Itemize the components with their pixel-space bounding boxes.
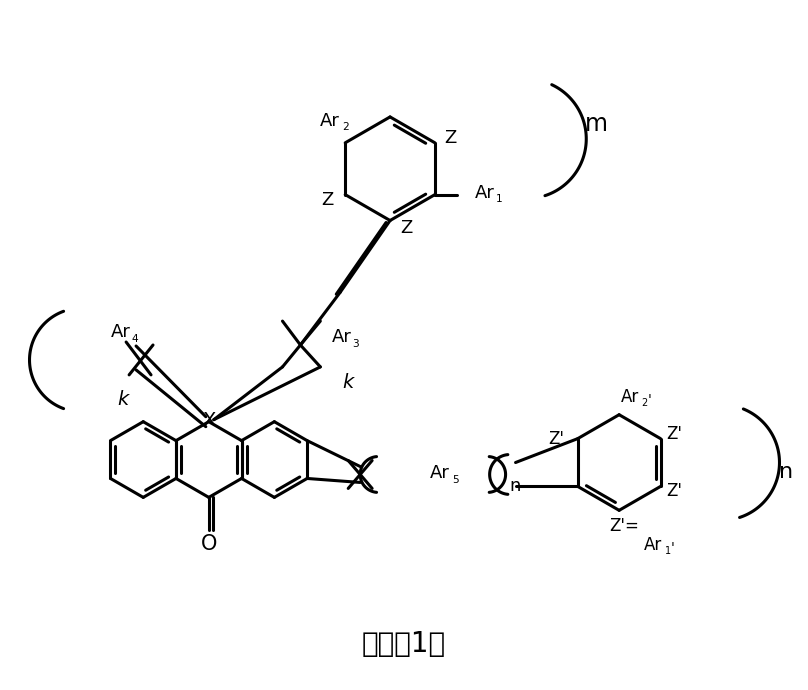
Text: n: n (780, 462, 793, 482)
Text: Ar: Ar (430, 464, 450, 482)
Text: Z': Z' (667, 482, 683, 500)
Text: 通式（1）: 通式（1） (362, 630, 446, 658)
Text: Ar: Ar (621, 388, 639, 406)
Text: $_2$': $_2$' (641, 393, 652, 409)
Text: Z': Z' (667, 424, 683, 443)
Text: Z: Z (400, 219, 412, 237)
Text: O: O (200, 534, 217, 554)
Text: $_3$: $_3$ (352, 335, 360, 350)
Text: Ar: Ar (320, 112, 340, 130)
Text: $_2$: $_2$ (343, 119, 350, 133)
Text: Z: Z (444, 129, 457, 147)
Text: $_4$: $_4$ (131, 330, 139, 344)
Text: Ar: Ar (644, 536, 663, 554)
Text: m: m (585, 112, 608, 136)
Text: Z'=: Z'= (609, 518, 639, 535)
Text: k: k (117, 391, 128, 409)
Text: $_1$': $_1$' (664, 541, 675, 558)
Text: k: k (343, 373, 354, 393)
Text: n: n (510, 477, 521, 495)
Text: Ar: Ar (475, 184, 494, 201)
Text: X: X (202, 411, 216, 430)
Text: Z': Z' (548, 430, 564, 448)
Text: Z: Z (321, 190, 334, 208)
Text: $_1$: $_1$ (494, 190, 503, 205)
Text: Ar: Ar (112, 323, 131, 341)
Text: $_5$: $_5$ (452, 471, 460, 486)
Text: Ar: Ar (332, 328, 352, 346)
